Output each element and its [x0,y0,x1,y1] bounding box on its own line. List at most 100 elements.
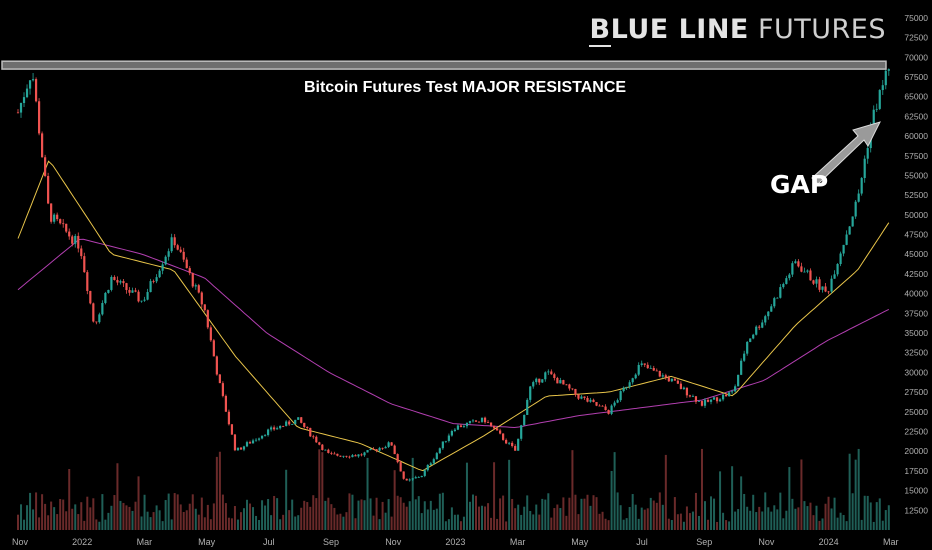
x-tick-label: 2023 [445,537,465,547]
candle-body [270,427,273,430]
volume-bar [887,505,890,530]
volume-bar [652,500,655,530]
volume-bar [776,509,779,530]
volume-bar [249,503,252,530]
volume-bar [728,521,731,530]
candle-body [107,289,110,293]
candle-body [402,471,405,479]
candle-body [465,422,469,427]
volume-bar [679,513,682,530]
volume-bar [643,509,646,530]
volume-bar [484,506,487,530]
y-tick-label: 50000 [904,210,928,220]
volume-bar [375,497,378,530]
candle-body [312,436,315,438]
volume-bar [35,492,38,530]
volume-bar [288,510,291,530]
candle-body [98,314,101,323]
volume-bar [384,512,387,530]
candle-body [50,203,53,222]
candle-body [474,420,478,422]
candle-body [544,372,547,380]
volume-bar [731,466,734,530]
volume-bar [619,505,622,530]
volume-bar [453,514,456,530]
candle-body [462,426,466,428]
candle-body [348,456,351,458]
candle-body [860,178,863,194]
candle-body [511,442,514,447]
candle-body [800,266,803,272]
volume-bar [312,495,315,530]
volume-bar [197,514,200,530]
x-tick-label: Nov [385,537,402,547]
y-tick-label: 67500 [904,72,928,82]
candle-body [857,193,860,202]
volume-bar [399,497,402,530]
candle-body [782,283,785,288]
volume-bar [101,494,104,530]
candle-body [128,289,131,293]
candle-body [794,261,797,264]
candle-body [366,450,369,453]
candle-body [215,356,218,375]
candle-body [697,401,701,402]
volume-bar [685,506,688,530]
volume-bar [321,452,324,530]
candle-body [363,452,366,456]
volume-bar [44,503,47,530]
candle-body [242,446,246,450]
candle-body [703,399,707,406]
candle-body [709,399,713,402]
volume-bar [490,517,493,530]
slow-ma-line [17,238,890,429]
resistance-band [1,60,887,70]
volume-bar [601,511,604,530]
candle-body [797,261,800,267]
candle-body [649,368,652,369]
volume-bar [134,501,137,530]
volume-bar [218,451,221,530]
candle-body [351,455,354,458]
candle-body [791,263,794,275]
y-tick-label: 45000 [904,249,928,259]
candle-body [176,245,179,250]
volume-bar [270,515,273,530]
volume-bar [496,518,499,530]
volume-bar [752,494,755,530]
volume-bar [622,519,625,530]
volume-bar [559,508,562,530]
volume-bars [17,448,890,530]
candle-body [586,397,589,402]
candle-body [447,435,450,441]
candle-body [197,285,200,293]
candle-body [758,326,761,328]
candle-body [191,273,194,287]
candle-body [480,417,484,422]
candle-body [342,455,345,457]
candle-body [131,290,134,293]
candle-body [200,292,203,305]
volume-bar [830,508,833,530]
candle-body [610,405,613,414]
candle-body [116,279,119,283]
volume-bar [634,504,637,530]
candle-body [41,133,44,158]
y-tick-label: 25000 [904,407,928,417]
volume-bar [285,469,288,530]
candle-body [694,396,698,402]
volume-bar [369,498,372,530]
candle-body [414,477,417,479]
candle-body [815,279,818,284]
candle-body [173,237,176,246]
candle-body [441,441,444,449]
volume-bar [845,521,848,530]
volume-bar [547,493,550,530]
volume-bar [468,501,471,530]
volume-bar [68,468,71,530]
volume-bar [881,520,884,530]
candle-body [149,281,152,293]
candle-body [598,405,601,407]
candle-body [806,270,809,272]
volume-bar [20,504,23,530]
